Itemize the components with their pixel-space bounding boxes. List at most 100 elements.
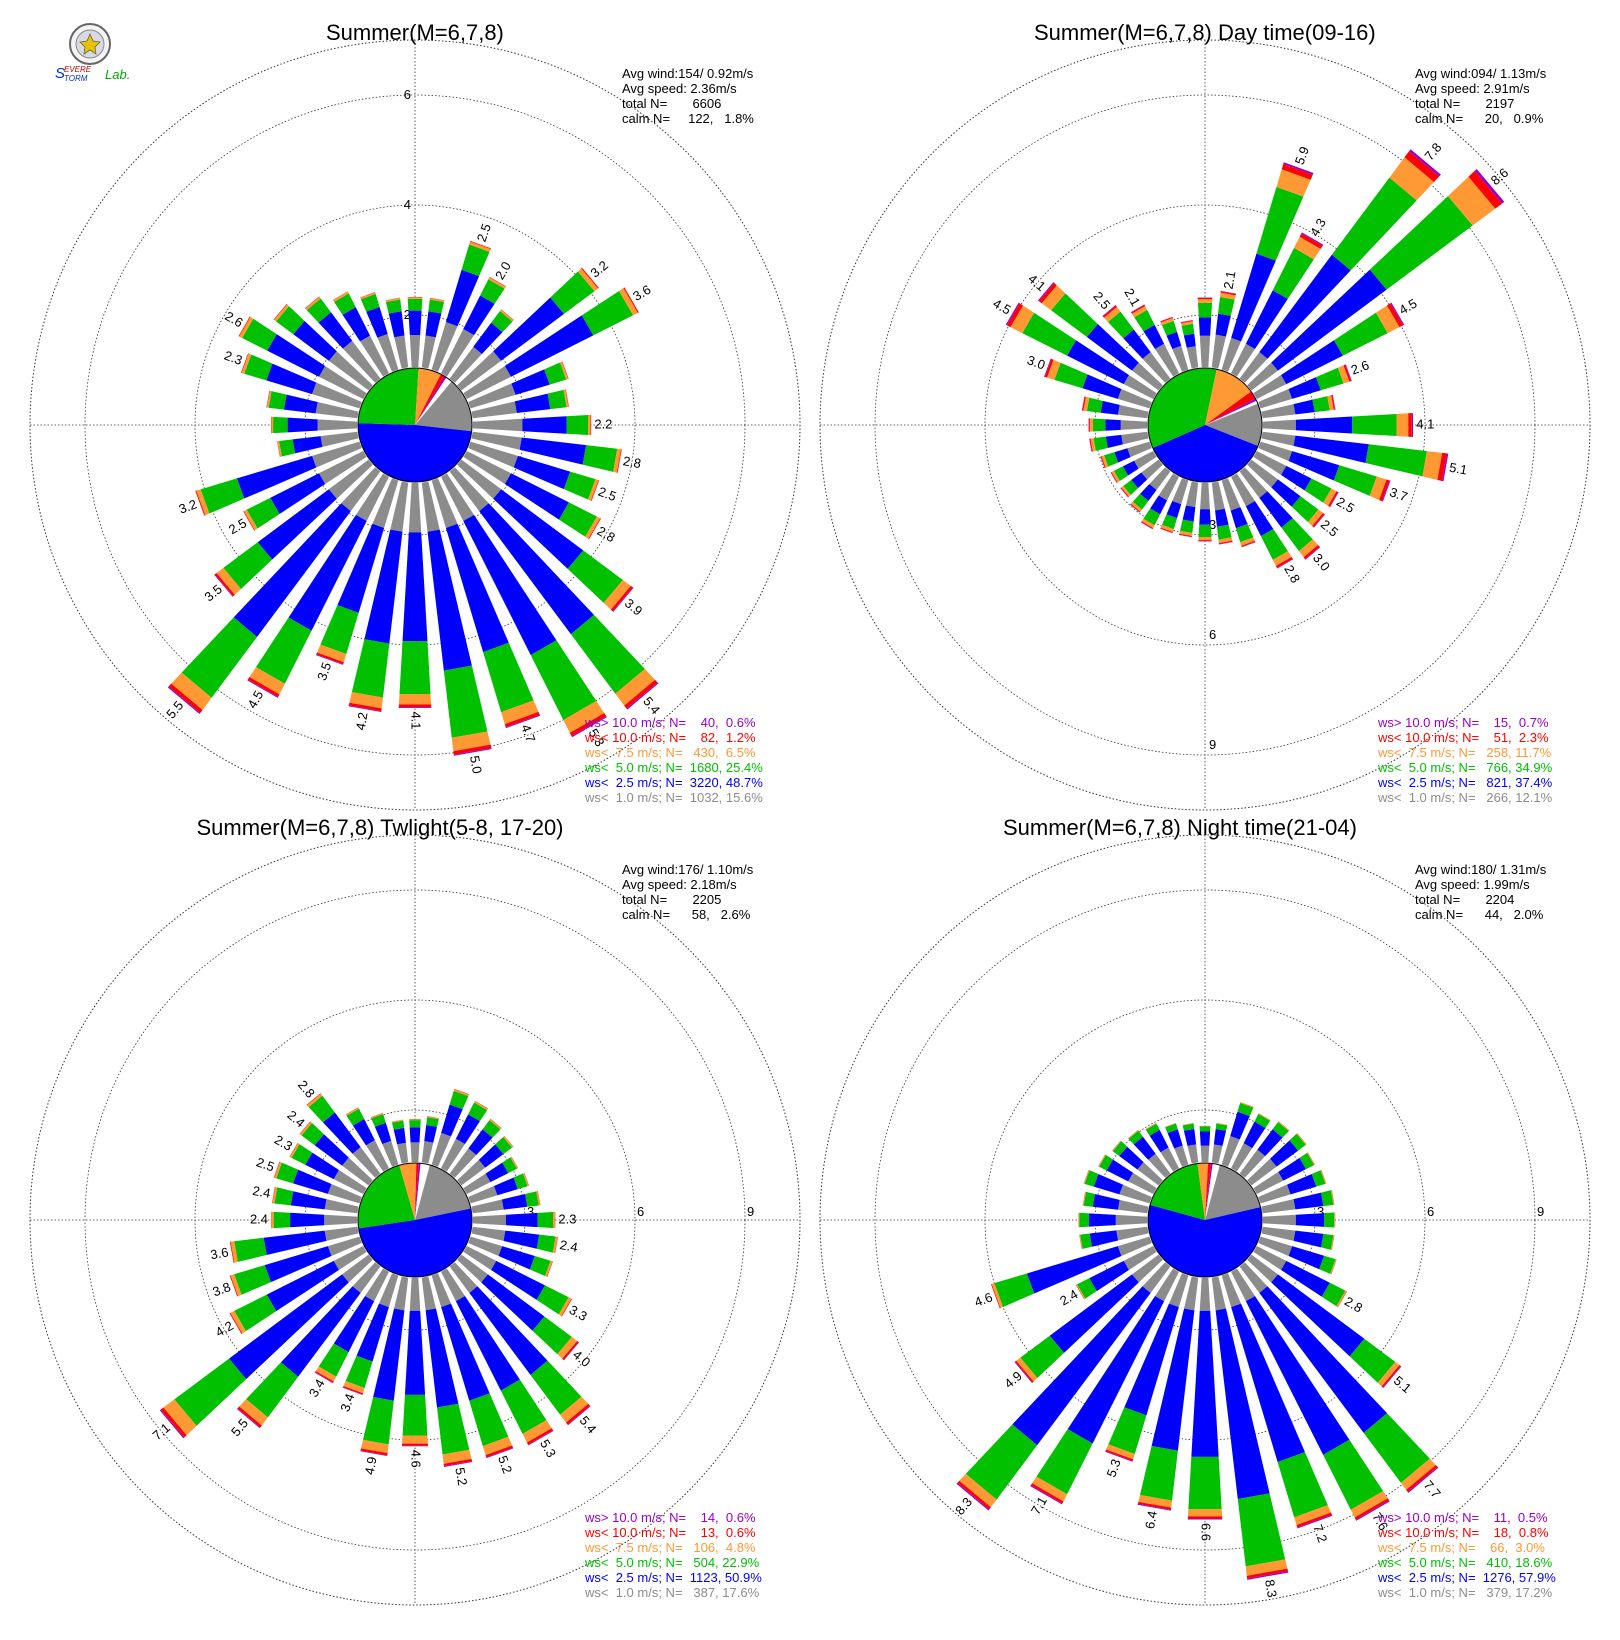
bar-segment xyxy=(1158,473,1179,501)
bar-dir-210 xyxy=(314,1268,389,1384)
center-pie-slice xyxy=(415,1164,471,1220)
bar-dir-330 xyxy=(345,1107,389,1172)
bar-segment xyxy=(301,1122,324,1146)
bar-dir-150 xyxy=(441,1268,554,1446)
bar-dir-40 xyxy=(449,309,514,383)
center-pie-outline xyxy=(357,367,473,483)
bar-dir-310 xyxy=(1112,1140,1163,1186)
bar-segment xyxy=(398,704,432,708)
bar-dir-280 xyxy=(1081,396,1149,419)
bar-segment xyxy=(1115,1214,1148,1226)
bar-segment xyxy=(502,1157,517,1174)
bar-segment xyxy=(324,1199,359,1214)
bar-segment xyxy=(409,334,421,368)
bar-segment xyxy=(626,682,659,710)
center-pie-slice xyxy=(399,1163,417,1220)
bar-segment xyxy=(449,1262,478,1293)
bar-segment xyxy=(588,518,601,540)
stats-line: total N= 2197 xyxy=(1415,96,1515,111)
bar-segment xyxy=(1330,1235,1335,1250)
bar-dir-100 xyxy=(1261,1226,1335,1250)
center-pie-slice xyxy=(415,376,447,425)
bar-segment xyxy=(469,1286,548,1375)
bar-dir-90 xyxy=(1262,1212,1336,1228)
bar-segment xyxy=(1386,303,1404,328)
bar-dir-210 xyxy=(1140,473,1179,530)
bar-segment xyxy=(1381,480,1391,502)
bar-segment xyxy=(342,340,381,383)
bar-segment xyxy=(332,291,348,301)
bar-segment xyxy=(1216,1122,1228,1125)
bar-segment xyxy=(1123,375,1157,399)
bar-dir-240 xyxy=(1110,451,1157,484)
bar-segment xyxy=(1102,305,1116,317)
bar-segment xyxy=(271,416,274,434)
bar-segment xyxy=(305,296,321,311)
bar-value-label: 5.3 xyxy=(1103,1457,1123,1479)
bar-dir-70 xyxy=(468,361,569,409)
bar-segment xyxy=(333,1170,367,1194)
center-pie-slice xyxy=(1205,398,1257,425)
ring-label: 2 xyxy=(404,307,411,322)
bar-segment xyxy=(1293,1230,1324,1248)
bar-dir-350 xyxy=(1182,1122,1199,1164)
bar-segment xyxy=(1281,465,1312,491)
bar-segment xyxy=(1083,1169,1090,1184)
bar-segment xyxy=(1437,452,1447,482)
bar-segment xyxy=(526,1428,554,1445)
bar-segment xyxy=(1258,389,1293,409)
bar-dir-150 xyxy=(1231,473,1294,569)
bar-segment xyxy=(1083,1191,1095,1207)
bar-segment xyxy=(421,1276,436,1311)
bar-segment xyxy=(461,244,490,277)
bar-segment xyxy=(1079,1234,1083,1250)
bar-segment xyxy=(306,298,331,323)
bar-dir-300 xyxy=(1005,302,1157,399)
bar-value-label: 4.1 xyxy=(1416,416,1434,431)
bar-segment xyxy=(1253,1246,1287,1270)
stats-line: total N= 2205 xyxy=(622,892,722,907)
bar-segment xyxy=(229,1241,235,1263)
bar-segment xyxy=(1241,540,1256,547)
bar-dir-20 xyxy=(431,240,492,372)
bar-segment xyxy=(1261,431,1296,446)
bar-dir-250 xyxy=(1100,441,1152,469)
bar-segment xyxy=(445,523,509,653)
bar-dir-290 xyxy=(240,353,362,409)
bar-segment xyxy=(237,1406,262,1428)
bar-segment xyxy=(356,1303,389,1362)
bar-segment xyxy=(1082,1191,1086,1206)
bar-dir-0 xyxy=(407,297,423,368)
bar-segment xyxy=(1245,501,1274,537)
bar-segment xyxy=(1181,323,1195,336)
bar-segment xyxy=(333,1296,375,1353)
bar-segment xyxy=(318,451,367,485)
bar-segment xyxy=(351,639,390,698)
center-pie-slice xyxy=(415,374,445,425)
bar-dir-130 xyxy=(457,459,634,612)
bar-segment xyxy=(1172,478,1189,505)
legend-entry: ws< 5.0 m/s; N= 410, 18.6% xyxy=(1378,1555,1553,1570)
bar-dir-50 xyxy=(1247,168,1505,391)
bar-segment xyxy=(481,1274,545,1331)
bar-segment xyxy=(1468,170,1503,209)
legend-entry: ws< 10.0 m/s; N= 18, 0.8% xyxy=(1378,1525,1549,1540)
ring-label: 9 xyxy=(1209,737,1216,752)
bar-dir-60 xyxy=(1253,302,1405,399)
bar-segment xyxy=(167,686,201,715)
bar-segment xyxy=(1128,1130,1139,1139)
bar-dir-210 xyxy=(1030,1268,1179,1505)
bar-segment xyxy=(1101,455,1109,468)
bar-segment xyxy=(1130,503,1141,513)
bar-value-label: 2.4 xyxy=(559,1237,579,1255)
bar-segment xyxy=(290,1212,325,1228)
bar-segment xyxy=(1213,1128,1227,1146)
bar-segment xyxy=(1038,282,1057,304)
bar-segment xyxy=(530,1360,582,1415)
bar-segment xyxy=(315,654,344,665)
bar-segment xyxy=(236,455,317,499)
bar-segment xyxy=(1200,1145,1210,1163)
chart-title: Summer(M=6,7,8) Day time(09-16) xyxy=(1034,20,1376,45)
legend-entry: ws< 1.0 m/s; N= 387, 17.6% xyxy=(585,1585,760,1600)
stats-box: Avg wind:154/ 0.92m/s Avg speed: 2.36m/s t… xyxy=(622,66,754,126)
